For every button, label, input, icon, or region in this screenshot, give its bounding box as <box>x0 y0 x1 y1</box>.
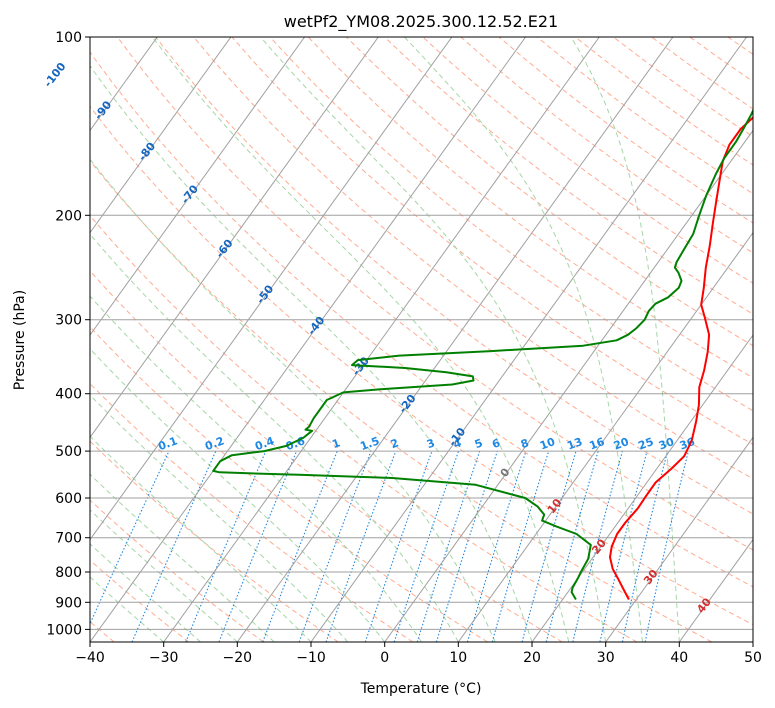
dry-adiabat <box>155 37 753 515</box>
x-tick-label: 20 <box>523 650 541 666</box>
mixing-ratio-line <box>90 450 170 626</box>
mixing-ratio-label: 0.4 <box>253 434 276 453</box>
x-tick-label: 30 <box>597 650 615 666</box>
y-tick-label: 700 <box>55 531 82 547</box>
isotherm-line <box>90 37 232 234</box>
mixing-ratio-line <box>621 450 669 642</box>
isotherm-line <box>90 37 306 336</box>
x-tick-label: 10 <box>449 650 467 666</box>
mixing-ratio-line <box>218 450 298 642</box>
mixing-ratio-line <box>364 450 433 642</box>
moist-adiabat <box>260 37 607 642</box>
x-tick-label: −10 <box>296 650 326 666</box>
x-axis-label: Temperature (°C) <box>360 681 482 697</box>
y-axis-label: Pressure (hPa) <box>12 290 28 390</box>
dry-adiabat <box>345 37 753 347</box>
mixing-ratio-line <box>521 450 577 642</box>
mixing-ratio-line <box>545 450 599 642</box>
y-tick-label: 900 <box>55 595 82 611</box>
moist-adiabat <box>90 295 422 642</box>
dry-adiabat <box>269 37 753 412</box>
moist-adiabat <box>90 158 496 642</box>
isotherm-line <box>310 37 748 642</box>
isotherm-line <box>605 436 753 642</box>
mixing-ratio-line <box>262 450 338 642</box>
mixing-ratio-label: 2 <box>389 436 401 451</box>
dewpoint-profile <box>212 108 753 601</box>
isotherm-line <box>678 538 753 642</box>
isotherm-line <box>90 37 379 439</box>
isotherm-line <box>90 37 453 541</box>
isobars <box>90 37 753 630</box>
moist-adiabat <box>90 348 386 642</box>
x-tick-label: 0 <box>380 650 389 666</box>
mixing-ratio-line <box>298 450 372 642</box>
moist-adiabat <box>90 64 533 642</box>
moist-adiabats <box>90 37 680 642</box>
y-tick-label: 500 <box>55 444 82 460</box>
x-tick-label: −30 <box>149 650 179 666</box>
mixing-ratio-label: 30 <box>657 435 676 453</box>
dry-adiabat <box>90 440 339 642</box>
mixing-ratio-label: 5 <box>473 436 485 451</box>
mixing-ratio-label: 1.5 <box>358 434 381 453</box>
mixing-ratio-label: 1 <box>330 436 342 451</box>
mixing-ratio-label: 20 <box>612 435 631 453</box>
dry-adiabat <box>90 105 753 626</box>
dry-adiabat <box>90 270 563 642</box>
mixing-ratio-line <box>185 450 267 642</box>
mixing-ratio-label: 16 <box>588 435 607 453</box>
mixing-ratio-label: 10 <box>538 435 557 453</box>
dry-adiabat <box>90 160 712 642</box>
isotherms <box>90 37 753 642</box>
y-tick-label: 200 <box>55 208 82 224</box>
axes: −40 −30 −20 −10 0 10 20 30 40 5010020030040050060… <box>46 30 762 666</box>
plot-frame <box>89 36 754 643</box>
dry-adiabat <box>90 326 488 642</box>
y-tick-label: 600 <box>55 491 82 507</box>
isotherm-line <box>531 334 753 642</box>
mixing-ratio-label: 13 <box>565 435 584 452</box>
dry-adiabat <box>384 37 753 315</box>
isotherm-line <box>384 129 753 642</box>
x-tick-label: 40 <box>670 650 688 666</box>
mixing-ratio-line <box>325 450 397 642</box>
x-tick-label: −20 <box>223 650 253 666</box>
x-tick-label: −40 <box>75 650 105 666</box>
x-tick-label: 50 <box>744 650 762 666</box>
mixing-ratio-line <box>416 450 481 642</box>
mixing-ratio-label: 3 <box>425 436 437 451</box>
sounding-series <box>212 108 753 601</box>
mixing-ratio-line <box>599 450 648 642</box>
isotherm-line <box>163 37 600 642</box>
moist-adiabat <box>152 37 570 642</box>
mixing-ratio-line <box>572 450 623 642</box>
moist-adiabat <box>404 37 643 642</box>
temperature-profile <box>609 116 753 600</box>
mixing-ratio-label: 0.1 <box>156 434 179 453</box>
isotherm-line <box>90 37 527 642</box>
y-tick-label: 300 <box>55 313 82 329</box>
mixing-ratio-label: 4 <box>452 436 464 451</box>
chart-title: wetPf2_YM08.2025.300.12.52.E21 <box>284 12 558 32</box>
moist-adiabat <box>570 37 680 642</box>
mixing-ratio-line <box>435 450 498 642</box>
isotherm-line <box>457 231 753 642</box>
isotherm-line <box>236 37 674 642</box>
mixing-ratio-label: 25 <box>636 435 655 452</box>
mixing-ratio-label: 6 <box>490 436 502 451</box>
mixing-ratio-line <box>644 450 689 642</box>
moist-adiabat <box>90 394 349 642</box>
y-tick-label: 800 <box>55 565 82 581</box>
dry-adiabat <box>193 37 753 480</box>
mixing-ratio-label: 8 <box>519 436 531 451</box>
dry-adiabat <box>90 499 264 642</box>
y-tick-label: 400 <box>55 387 82 403</box>
y-tick-label: 100 <box>55 30 82 46</box>
y-tick-label: 1000 <box>46 622 82 638</box>
moist-adiabat <box>90 233 459 642</box>
mixing-ratio-label: 0.2 <box>203 434 226 453</box>
dry-adiabat <box>90 214 638 642</box>
